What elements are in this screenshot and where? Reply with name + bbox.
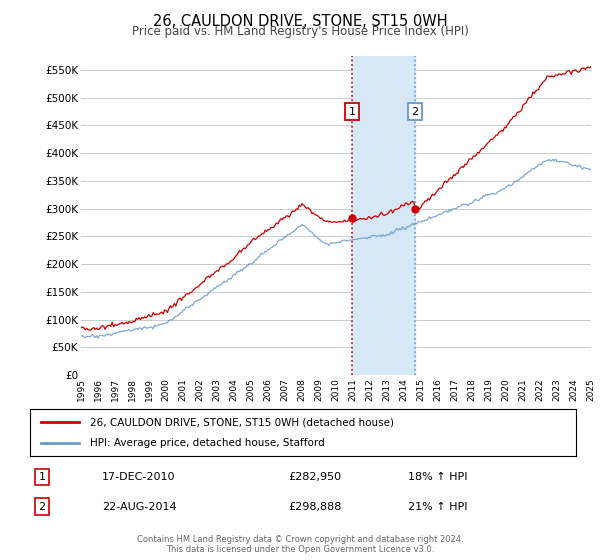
Text: Contains HM Land Registry data © Crown copyright and database right 2024.
This d: Contains HM Land Registry data © Crown c…: [137, 535, 463, 554]
Text: 26, CAULDON DRIVE, STONE, ST15 0WH: 26, CAULDON DRIVE, STONE, ST15 0WH: [152, 14, 448, 29]
Text: £298,888: £298,888: [288, 502, 341, 512]
Text: £282,950: £282,950: [288, 472, 341, 482]
Text: 26, CAULDON DRIVE, STONE, ST15 0WH (detached house): 26, CAULDON DRIVE, STONE, ST15 0WH (deta…: [90, 417, 394, 427]
Text: HPI: Average price, detached house, Stafford: HPI: Average price, detached house, Staf…: [90, 438, 325, 448]
Text: 2: 2: [38, 502, 46, 512]
Text: 21% ↑ HPI: 21% ↑ HPI: [408, 502, 467, 512]
Text: 22-AUG-2014: 22-AUG-2014: [102, 502, 176, 512]
Text: 17-DEC-2010: 17-DEC-2010: [102, 472, 176, 482]
Text: Price paid vs. HM Land Registry's House Price Index (HPI): Price paid vs. HM Land Registry's House …: [131, 25, 469, 38]
Bar: [352, 56, 415, 375]
Text: 2: 2: [412, 106, 418, 116]
Text: 1: 1: [349, 106, 356, 116]
Text: 18% ↑ HPI: 18% ↑ HPI: [408, 472, 467, 482]
Text: 1: 1: [38, 472, 46, 482]
